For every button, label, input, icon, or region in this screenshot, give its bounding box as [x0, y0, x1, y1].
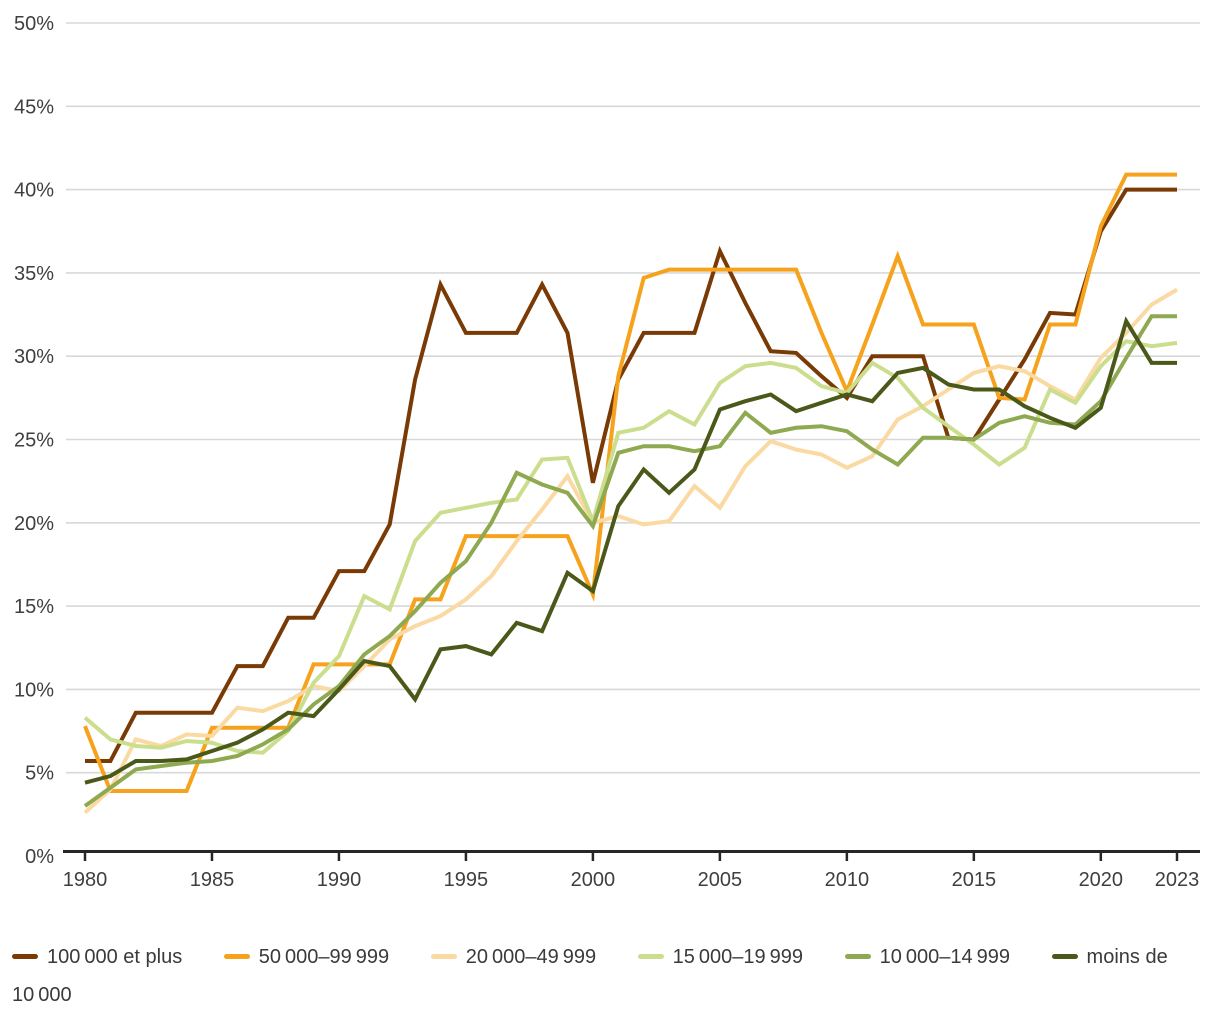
- x-tick-label: 1990: [317, 869, 362, 891]
- legend-swatch-icon: [637, 954, 664, 959]
- y-tick-label: 0%: [25, 846, 54, 868]
- y-tick-label: 35%: [14, 263, 54, 285]
- y-gridlines: [66, 22, 1200, 774]
- legend-swatch-icon: [430, 954, 457, 959]
- chart-legend: 100 000 et plus 50 000–99 999 20 000–49 …: [0, 938, 1220, 1014]
- legend-label: 15 000–19 999: [672, 946, 804, 968]
- chart-svg: 0%5%10%15%20%25%30%35%40%45%50%1980 1985 1…: [14, 13, 1200, 891]
- series-line: [83, 287, 1179, 815]
- x-tick-label: 2000: [571, 869, 616, 891]
- legend-label: 100 000 et plus: [47, 946, 183, 968]
- x-tick-label: 2005: [698, 869, 743, 891]
- legend-swatch-icon: [223, 954, 250, 959]
- x-tick-label: 1985: [190, 869, 235, 891]
- series-line: [83, 172, 1177, 793]
- series-line: [85, 187, 1177, 763]
- x-tick-label: 1995: [444, 869, 489, 891]
- legend-item: moins de 10 000: [12, 946, 1168, 1006]
- legend-item: 50 000–99 999: [223, 946, 390, 968]
- legend-label: 10 000–14 999: [879, 946, 1010, 968]
- x-tick-label: 2015: [952, 869, 997, 891]
- y-tick-label: 50%: [14, 13, 54, 35]
- x-tick-label: 2023: [1155, 869, 1200, 891]
- legend-item: 100 000 et plus: [12, 946, 182, 968]
- x-tick-labels: 1980 1985 1990 1995 2000 2005 2010 2015 2020 2023: [63, 869, 1200, 891]
- y-tick-label: 15%: [14, 596, 54, 618]
- legend-item: 10 000–14 999: [844, 946, 1010, 968]
- legend-label: moins de 10 000: [12, 946, 1168, 1006]
- y-tick-label: 25%: [14, 430, 54, 452]
- legend-swatch-icon: [844, 954, 871, 959]
- y-tick-label: 10%: [14, 679, 54, 701]
- x-tick-label: 2010: [825, 869, 870, 891]
- legend-label: 50 000–99 999: [258, 946, 390, 968]
- line-chart: 0% 5% 10% 15% 20% 25% 30% 35% 40% 45% 50% 1980 1985 1…: [14, 13, 1200, 891]
- series-line: [83, 339, 1178, 755]
- y-tick-label: 30%: [14, 346, 54, 368]
- y-tick-label: 5%: [25, 763, 54, 785]
- x-tick-label: 1980: [63, 869, 108, 891]
- x-ticks: [83, 851, 1179, 861]
- y-axis-labels: 0% 5% 10% 15% 20% 25% 30% 35% 40% 45% 50%: [14, 13, 54, 868]
- legend-item: 15 000–19 999: [637, 946, 804, 968]
- legend-label: 20 000–49 999: [465, 946, 597, 968]
- y-tick-label: 20%: [14, 513, 54, 535]
- legend-swatch-icon: [1051, 954, 1078, 959]
- series-line: [83, 314, 1177, 808]
- x-tick-label: 2020: [1079, 869, 1124, 891]
- series-line: [84, 316, 1177, 785]
- legend-swatch-icon: [12, 954, 38, 959]
- legend-item: 20 000–49 999: [430, 946, 597, 968]
- y-tick-label: 40%: [14, 180, 54, 202]
- y-tick-label: 45%: [14, 96, 54, 118]
